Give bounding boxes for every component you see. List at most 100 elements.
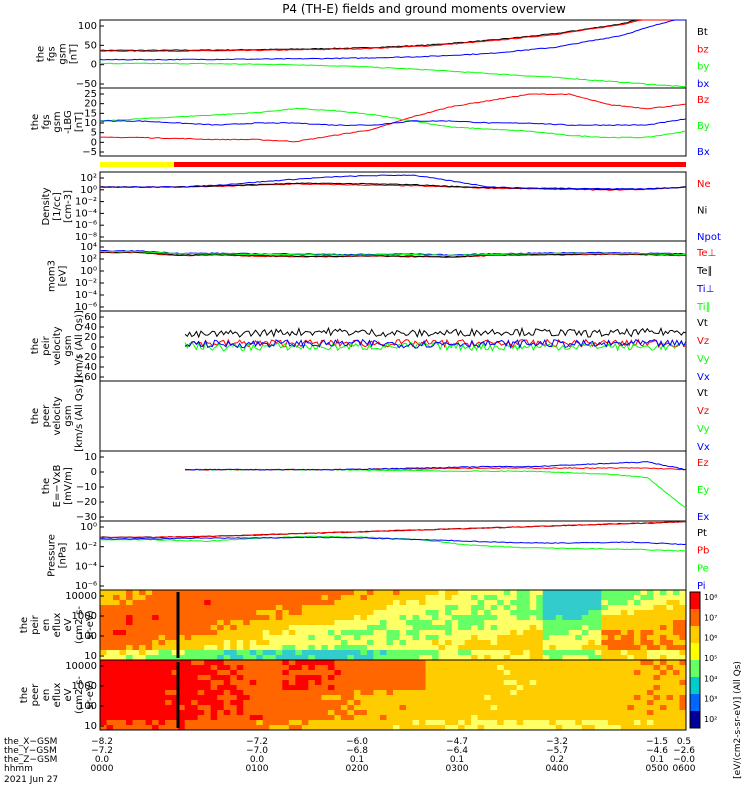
panel-9: the peir en eflux eV (cm2-s-sr-eV)10000100010…: [19, 589, 687, 662]
heatmap-cell: [679, 645, 687, 651]
heatmap-cell: [620, 630, 628, 636]
heatmap-cell: [620, 655, 628, 661]
heatmap-cell: [132, 640, 140, 646]
heatmap-cell: [262, 705, 270, 711]
heatmap-cell: [458, 715, 466, 721]
heatmap-cell: [406, 725, 414, 731]
heatmap-cell: [399, 650, 407, 656]
heatmap-cell: [165, 630, 173, 636]
heatmap-cell: [594, 695, 602, 701]
x-tick-value: −2.6: [673, 746, 695, 756]
heatmap-cell: [256, 690, 264, 696]
heatmap-cell: [666, 605, 674, 611]
heatmap-cell: [275, 635, 283, 641]
heatmap-cell: [581, 620, 589, 626]
heatmap-cell: [516, 600, 524, 606]
y-axis-label: peir: [30, 614, 41, 634]
heatmap-cell: [594, 725, 602, 731]
heatmap-cell: [393, 685, 401, 691]
heatmap-cell: [145, 685, 153, 691]
heatmap-cell: [126, 640, 134, 646]
heatmap-cell: [145, 680, 153, 686]
heatmap-cell: [679, 705, 687, 711]
heatmap-cell: [308, 720, 316, 726]
heatmap-cell: [256, 645, 264, 651]
heatmap-cell: [184, 695, 192, 701]
heatmap-cell: [379, 690, 387, 696]
heatmap-cell: [301, 625, 309, 631]
heatmap-cell: [484, 660, 492, 666]
heatmap-cell: [262, 660, 270, 666]
heatmap-cell: [451, 625, 459, 631]
heatmap-cell: [672, 685, 680, 691]
heatmap-cell: [236, 715, 244, 721]
y-axis-label: eV: [63, 688, 74, 701]
heatmap-cell: [620, 595, 628, 601]
heatmap-cell: [406, 645, 414, 651]
heatmap-cell: [666, 655, 674, 661]
heatmap-cell: [171, 635, 179, 641]
y-tick-label: 10⁴: [80, 242, 97, 253]
y-tick-label: 10⁻²: [75, 197, 97, 208]
heatmap-cell: [236, 590, 244, 596]
heatmap-cell: [607, 650, 615, 656]
heatmap-cell: [327, 725, 335, 731]
heatmap-cell: [347, 725, 355, 731]
heatmap-cell: [633, 620, 641, 626]
heatmap-cell: [204, 690, 212, 696]
heatmap-cell: [536, 670, 544, 676]
heatmap-cell: [510, 665, 518, 671]
heatmap-cell: [386, 615, 394, 621]
heatmap-cell: [614, 660, 622, 666]
heatmap-cell: [458, 650, 466, 656]
heatmap-cell: [607, 620, 615, 626]
heatmap-cell: [542, 720, 550, 726]
heatmap-cell: [568, 630, 576, 636]
heatmap-cell: [646, 605, 654, 611]
heatmap-cell: [568, 700, 576, 706]
heatmap-cell: [393, 640, 401, 646]
heatmap-cell: [275, 705, 283, 711]
heatmap-cell: [419, 685, 427, 691]
heatmap-cell: [184, 665, 192, 671]
heatmap-cell: [152, 710, 160, 716]
heatmap-cell: [471, 615, 479, 621]
heatmap-cell: [191, 590, 199, 596]
heatmap-cell: [191, 625, 199, 631]
heatmap-cell: [601, 610, 609, 616]
heatmap-cell: [223, 640, 231, 646]
heatmap-cell: [627, 685, 635, 691]
heatmap-cell: [210, 590, 218, 596]
heatmap-cell: [158, 645, 166, 651]
y-tick-label: 1000: [72, 681, 97, 692]
heatmap-cell: [516, 605, 524, 611]
heatmap-cell: [139, 700, 147, 706]
heatmap-cell: [366, 650, 374, 656]
heatmap-cell: [477, 595, 485, 601]
heatmap-cell: [679, 650, 687, 656]
heatmap-cell: [340, 605, 348, 611]
heatmap-cell: [633, 675, 641, 681]
heatmap-cell: [308, 705, 316, 711]
heatmap-cell: [223, 705, 231, 711]
heatmap-cell: [646, 715, 654, 721]
heatmap-cell: [406, 685, 414, 691]
heatmap-cell: [106, 620, 114, 626]
heatmap-cell: [646, 680, 654, 686]
heatmap-cell: [523, 670, 531, 676]
heatmap-cell: [529, 725, 537, 731]
heatmap-cell: [399, 685, 407, 691]
heatmap-cell: [249, 595, 257, 601]
heatmap-cell: [484, 595, 492, 601]
y-tick-label: −60: [76, 372, 97, 383]
heatmap-cell: [197, 640, 205, 646]
heatmap-cell: [100, 640, 108, 646]
heatmap-cell: [230, 605, 238, 611]
heatmap-cell: [230, 695, 238, 701]
heatmap-cell: [295, 720, 303, 726]
heatmap-cell: [334, 685, 342, 691]
heatmap-cell: [178, 710, 186, 716]
heatmap-cell: [588, 625, 596, 631]
heatmap-cell: [516, 625, 524, 631]
heatmap-cell: [184, 605, 192, 611]
